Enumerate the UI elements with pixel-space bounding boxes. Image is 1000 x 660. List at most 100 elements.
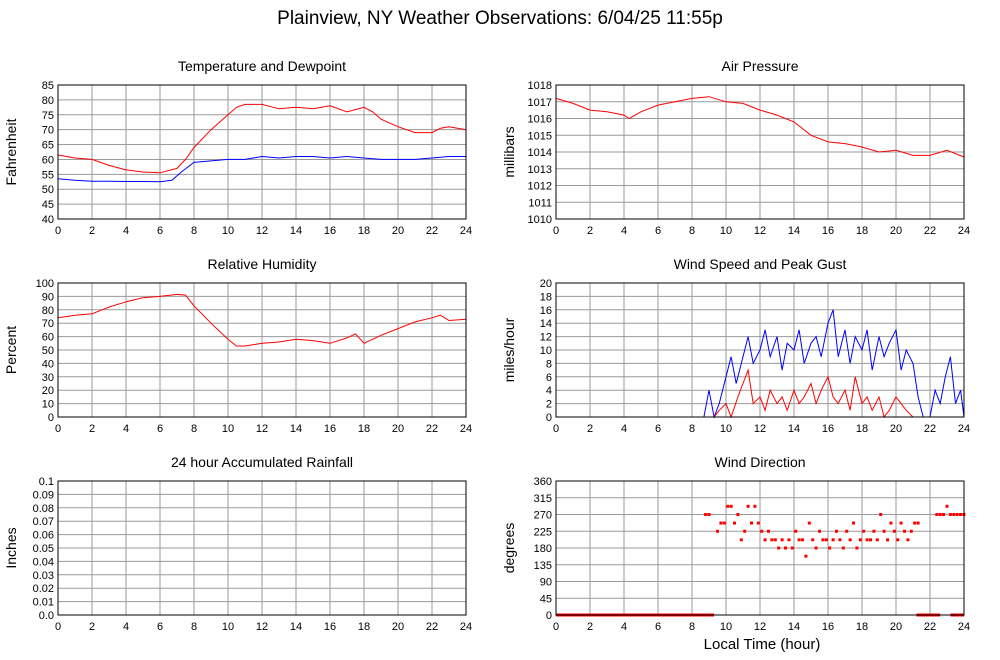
data-point [899,521,903,525]
chart-title: Temperature and Dewpoint [178,58,346,74]
y-tick-label: 45 [42,199,54,211]
plot-frame [57,480,467,616]
chart-panel: Wind Speed and Peak Gustmiles/hour024681… [501,256,970,435]
x-tick-label: 16 [822,225,834,237]
plot-frame [555,282,965,418]
data-point [875,538,879,542]
x-tick-label: 18 [856,621,868,633]
x-tick-label: 8 [191,423,197,435]
y-tick-label: 75 [42,110,54,122]
x-tick-label: 0 [553,423,559,435]
data-point [831,538,835,542]
x-tick-label: 6 [655,621,661,633]
data-point [773,538,777,542]
chart-panel: Relative HumidityPercent0102030405060708… [3,256,472,435]
y-tick-label: 4 [546,385,552,397]
data-point [760,529,764,533]
data-point [818,529,821,533]
chart-title: Relative Humidity [208,256,317,272]
data-point [804,554,808,558]
data-point [959,513,963,516]
x-tick-label: 14 [788,225,800,237]
y-tick-label: 45 [540,593,552,605]
x-tick-label: 2 [89,423,95,435]
y-tick-label: 1014 [528,147,552,159]
y-tick-label: 14 [540,318,552,330]
data-point [858,538,862,542]
y-tick-label: 135 [534,560,552,572]
x-tick-label: 8 [689,621,695,633]
y-tick-label: 225 [534,526,552,538]
data-point [952,513,956,516]
y-axis-label: miles/hour [501,317,517,382]
x-tick-label: 0 [55,225,61,237]
y-tick-label: 0.02 [33,583,54,595]
data-point [811,538,815,542]
data-point [794,529,798,533]
chart-panel: 24 hour Accumulated RainfallInches0.00.0… [3,454,472,633]
x-tick-label: 22 [426,621,438,633]
x-tick-label: 2 [89,621,95,633]
data-point [838,538,842,542]
x-tick-label: 20 [392,621,404,633]
data-point [777,546,781,550]
data-point [733,521,736,525]
y-tick-label: 90 [540,577,552,589]
y-tick-label: 18 [540,291,552,303]
x-tick-label: 4 [123,621,129,633]
y-tick-label: 1016 [528,114,552,126]
x-tick-label: 22 [924,621,936,633]
x-tick-label: 6 [157,225,163,237]
data-point [903,529,906,533]
data-point [756,521,760,525]
x-tick-label: 10 [720,621,732,633]
x-tick-label: 6 [655,225,661,237]
x-tick-label: 8 [689,423,695,435]
data-point [916,521,920,525]
x-tick-label: 0 [55,621,61,633]
y-tick-label: 1013 [528,164,552,176]
data-point [739,538,743,542]
x-tick-label: 20 [392,225,404,237]
y-tick-label: 6 [546,372,552,384]
x-tick-label: 18 [358,621,370,633]
data-point [736,513,740,516]
chart-panel: Wind Directiondegrees0459013518022527031… [501,454,970,633]
y-tick-label: 0.01 [33,597,54,609]
y-tick-label: 12 [540,332,552,344]
y-tick-label: 360 [534,476,552,488]
data-point [869,538,872,542]
data-point [780,538,784,542]
chart-title: Wind Speed and Peak Gust [674,256,847,272]
data-point [945,504,949,508]
data-point [770,538,774,542]
x-tick-label: 4 [621,423,627,435]
chart-panel: Air Pressuremillibars1010101110121013101… [501,58,970,237]
x-tick-label: 24 [958,423,970,435]
x-tick-label: 20 [890,621,902,633]
chart-title: Air Pressure [721,58,798,74]
x-tick-label: 14 [788,423,800,435]
x-tick-label: 12 [754,225,766,237]
x-tick-label: 6 [157,423,163,435]
x-tick-label: 8 [191,225,197,237]
series-line-1 [555,96,965,158]
y-tick-label: 80 [42,95,54,107]
x-tick-label: 16 [324,423,336,435]
y-tick-label: 40 [42,358,54,370]
data-point [942,513,946,516]
y-tick-label: 1011 [528,197,552,209]
data-point [704,513,708,516]
data-point [892,529,896,533]
y-axis-label: Fahrenheit [3,118,19,185]
x-tick-label: 22 [924,225,936,237]
data-point [801,538,804,542]
data-point [707,513,711,516]
x-tick-label: 2 [587,423,593,435]
x-tick-label: 4 [123,225,129,237]
x-tick-label: 12 [256,621,268,633]
data-point [906,538,910,542]
data-point [828,546,832,550]
y-tick-label: 1010 [528,214,552,226]
plot-frame [555,480,965,616]
